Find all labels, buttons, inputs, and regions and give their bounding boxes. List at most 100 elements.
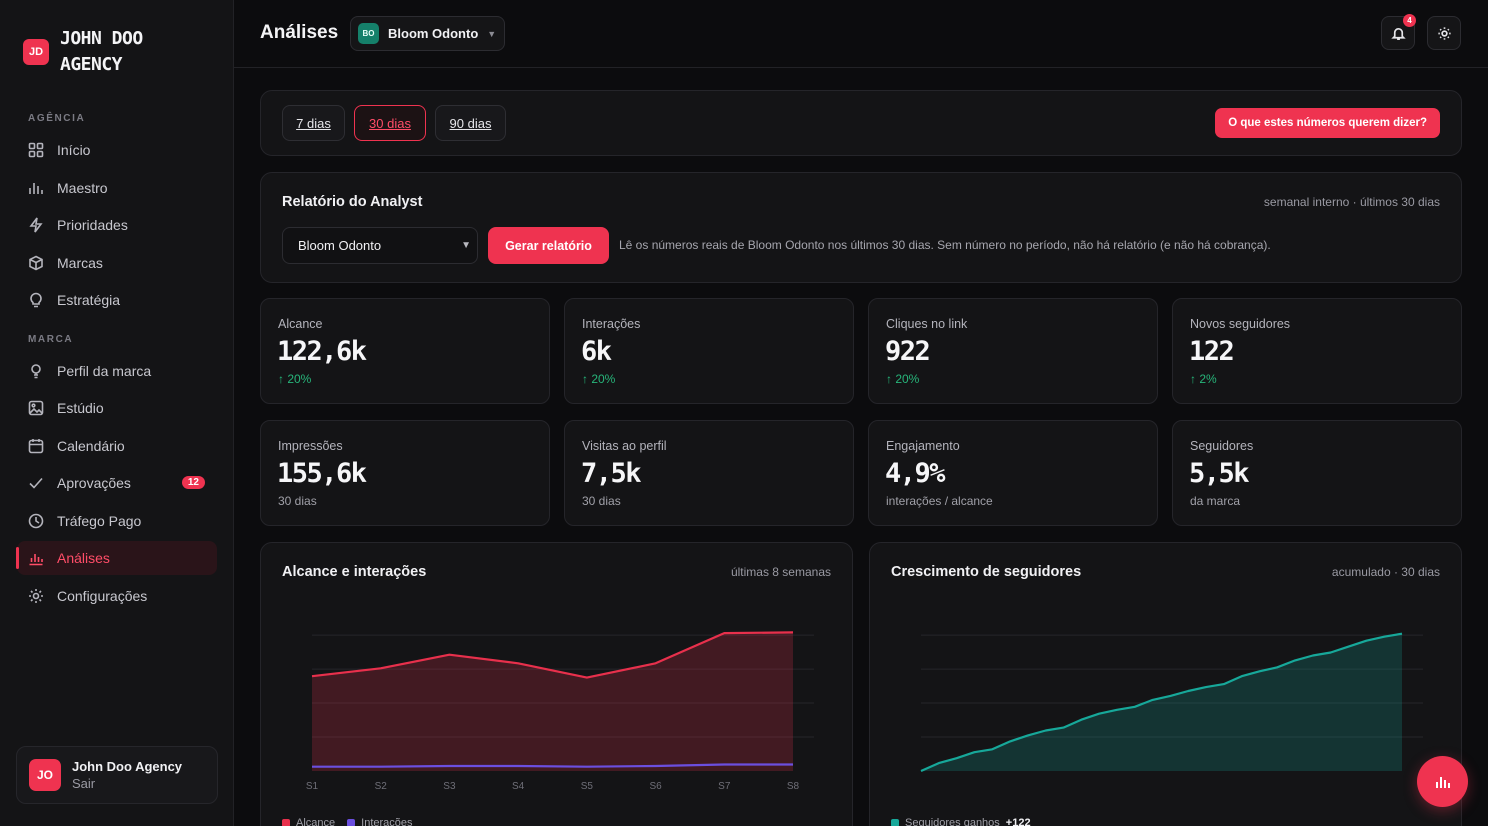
sidebar-item-label: Aprovações bbox=[57, 475, 131, 491]
report-brand-select-value: Bloom Odonto bbox=[298, 238, 382, 253]
sidebar-item-label: Início bbox=[57, 142, 91, 158]
lightbulb-icon bbox=[28, 292, 44, 308]
legend-label: Seguidores ganhos bbox=[905, 817, 1000, 826]
sidebar-item-inicio[interactable]: Início bbox=[17, 133, 217, 167]
bolt-icon bbox=[28, 217, 44, 233]
stat-label: Seguidores bbox=[1190, 439, 1254, 453]
notifications-button[interactable]: 4 bbox=[1381, 14, 1416, 50]
box-icon bbox=[28, 255, 44, 271]
sidebar-item-estudio[interactable]: Estúdio bbox=[17, 391, 217, 425]
chart-meta: acumulado · 30 dias bbox=[1331, 565, 1440, 579]
sidebar-item-label: Estratégia bbox=[57, 292, 121, 308]
approvals-count-badge: 12 bbox=[181, 476, 205, 489]
bell-icon bbox=[1390, 27, 1406, 40]
legend-item-seguidores: Seguidores ganhos +122 bbox=[891, 817, 1031, 826]
x-tick-label: S2 bbox=[375, 781, 388, 792]
explain-numbers-button[interactable]: O que estes números querem dizer? bbox=[1215, 108, 1440, 138]
sidebar-item-aprovacoes[interactable]: Aprovações 12 bbox=[17, 466, 217, 500]
analyst-report-panel: Relatório do Analyst semanal interno · ú… bbox=[260, 172, 1462, 283]
legend-swatch bbox=[347, 819, 356, 826]
analytics-fab-button[interactable] bbox=[1417, 756, 1468, 807]
sidebar-item-calendario[interactable]: Calendário bbox=[17, 429, 217, 463]
report-title: Relatório do Analyst bbox=[282, 194, 423, 210]
stat-trend: ↑ 20% bbox=[582, 372, 616, 386]
logout-link[interactable]: Sair bbox=[72, 776, 96, 791]
stat-sub: 30 dias bbox=[582, 494, 621, 508]
bars-icon bbox=[28, 180, 44, 196]
stat-label: Alcance bbox=[278, 317, 323, 331]
sidebar-item-configuracoes[interactable]: Configurações bbox=[17, 579, 217, 613]
sidebar-item-trafego-pago[interactable]: Tráfego Pago bbox=[17, 504, 217, 538]
sidebar-item-label: Maestro bbox=[57, 180, 108, 196]
image-icon bbox=[28, 400, 44, 416]
sidebar-item-maestro[interactable]: Maestro bbox=[17, 171, 217, 205]
stat-sub: da marca bbox=[1190, 494, 1241, 508]
x-tick-label: S4 bbox=[512, 781, 525, 792]
chevron-down-icon: ▼ bbox=[461, 240, 471, 251]
stat-label: Impressões bbox=[278, 439, 343, 453]
sidebar-item-label: Tráfego Pago bbox=[57, 513, 142, 529]
legend-label: Interações bbox=[361, 817, 413, 826]
agency-name: JOHN DOO AGENCY bbox=[60, 28, 143, 75]
sidebar-item-label: Prioridades bbox=[57, 217, 128, 233]
sidebar-item-marcas[interactable]: Marcas bbox=[17, 246, 217, 280]
calendar-icon bbox=[28, 438, 44, 454]
chart-meta: últimas 8 semanas bbox=[730, 565, 831, 579]
sidebar-item-label: Calendário bbox=[57, 438, 125, 454]
sidebar-item-label: Marcas bbox=[57, 255, 103, 271]
stat-label: Novos seguidores bbox=[1190, 317, 1291, 331]
section-label-agency: AGÊNCIA bbox=[28, 113, 86, 124]
sidebar-item-prioridades[interactable]: Prioridades bbox=[17, 208, 217, 242]
stat-value: 4,9% bbox=[885, 458, 946, 489]
sidebar-item-estrategia[interactable]: Estratégia bbox=[17, 283, 217, 317]
legend-item-interacoes: Interações bbox=[347, 817, 413, 826]
stat-trend: ↑ 20% bbox=[278, 372, 312, 386]
report-description: Lê os números reais de Bloom Odonto nos … bbox=[619, 238, 1271, 252]
report-brand-select[interactable]: Bloom Odonto ▼ bbox=[282, 227, 478, 264]
stat-card-visitas-perfil: Visitas ao perfil 7,5k 30 dias bbox=[564, 420, 854, 526]
chart-legend: Seguidores ganhos +122 bbox=[891, 817, 1043, 826]
stat-label: Visitas ao perfil bbox=[582, 439, 667, 453]
sun-icon bbox=[1437, 26, 1451, 40]
legend-item-alcance: Alcance bbox=[282, 817, 335, 826]
sidebar-item-label: Estúdio bbox=[57, 400, 104, 416]
stat-sub: interações / alcance bbox=[886, 494, 993, 508]
stat-value: 7,5k bbox=[581, 458, 642, 489]
user-card[interactable]: JO John Doo Agency Sair bbox=[16, 746, 218, 804]
chart-icon bbox=[1435, 776, 1450, 788]
sidebar-item-perfil-da-marca[interactable]: Perfil da marca bbox=[17, 354, 217, 388]
sidebar: JD JOHN DOO AGENCY AGÊNCIA Início Maestr… bbox=[0, 0, 234, 826]
followers-chart bbox=[920, 632, 1423, 773]
range-7-days-button[interactable]: 7 dias bbox=[282, 105, 345, 141]
avatar: JO bbox=[29, 759, 61, 791]
agency-brand[interactable]: JD JOHN DOO AGENCY bbox=[23, 26, 190, 78]
stat-value: 122,6k bbox=[277, 336, 367, 367]
sidebar-item-label: Análises bbox=[57, 550, 110, 566]
brand-switcher[interactable]: BO Bloom Odonto ▼ bbox=[350, 16, 505, 51]
chart-icon bbox=[28, 550, 44, 566]
stat-card-interacoes: Interações 6k ↑ 20% bbox=[564, 298, 854, 404]
section-label-brand: MARCA bbox=[28, 334, 74, 345]
stat-sub: 30 dias bbox=[278, 494, 317, 508]
theme-toggle-button[interactable] bbox=[1427, 16, 1461, 50]
stat-card-engajamento: Engajamento 4,9% interações / alcance bbox=[868, 420, 1158, 526]
x-tick-label: S1 bbox=[306, 781, 319, 792]
x-tick-label: S7 bbox=[718, 781, 731, 792]
chart-panel-followers: Crescimento de seguidores acumulado · 30… bbox=[869, 542, 1462, 826]
stat-value: 6k bbox=[581, 336, 612, 367]
range-30-days-button[interactable]: 30 dias bbox=[354, 105, 426, 141]
grid-icon bbox=[28, 142, 44, 158]
sidebar-item-analises[interactable]: Análises bbox=[16, 541, 217, 575]
chart-legend: Alcance Interações bbox=[282, 817, 425, 826]
reach-chart: S1 S2 S3 S4 S5 S6 S7 S8 bbox=[306, 631, 814, 792]
report-meta: semanal interno · últimos 30 dias bbox=[1263, 195, 1440, 209]
agency-logo: JD bbox=[23, 39, 49, 65]
generate-report-button[interactable]: Gerar relatório bbox=[488, 227, 609, 264]
stat-card-cliques: Cliques no link 922 ↑ 20% bbox=[868, 298, 1158, 404]
series-area-0 bbox=[921, 633, 1402, 771]
stat-label: Interações bbox=[582, 317, 641, 331]
sidebar-item-label: Configurações bbox=[57, 588, 148, 604]
stat-card-seguidores: Seguidores 5,5k da marca bbox=[1172, 420, 1462, 526]
range-90-days-button[interactable]: 90 dias bbox=[435, 105, 506, 141]
stat-trend: ↑ 20% bbox=[886, 372, 920, 386]
